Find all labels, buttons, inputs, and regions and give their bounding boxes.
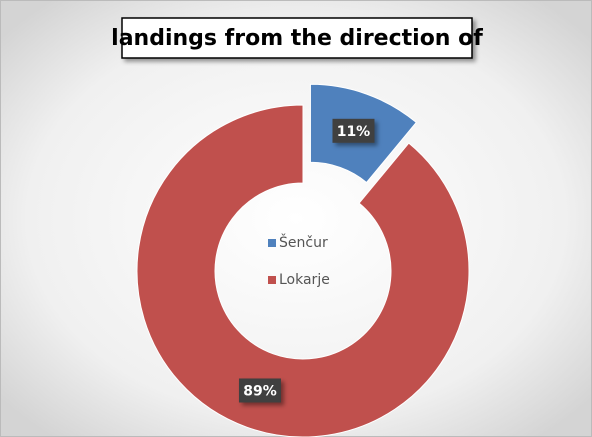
legend-swatch — [268, 276, 276, 284]
data-label: 89% — [243, 383, 277, 399]
legend-label: Šenčur — [279, 233, 328, 251]
data-label: 11% — [337, 124, 371, 140]
data-label-box — [238, 378, 281, 403]
title-box — [121, 17, 473, 59]
data-label-box — [332, 118, 375, 143]
chart-title: landings from the direction of — [111, 26, 483, 51]
legend-swatch — [268, 239, 276, 247]
donut-slice — [136, 104, 470, 437]
legend-label: Lokarje — [279, 272, 330, 288]
